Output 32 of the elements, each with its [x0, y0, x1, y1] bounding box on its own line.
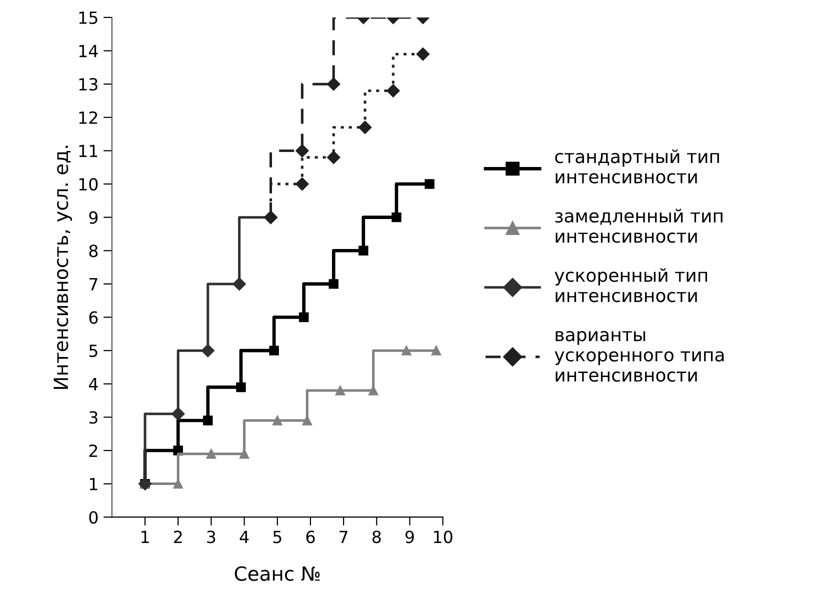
y-tick-label: 4	[88, 378, 98, 390]
x-tick-label: 8	[372, 530, 381, 544]
y-tick-label: 12	[79, 111, 98, 124]
legend-label: варианты ускоренного типа интенсивности	[554, 330, 724, 382]
x-tick-label: 6	[306, 530, 315, 544]
y-tick-label: 5	[89, 344, 98, 358]
legend-label: стандартный тип интенсивности	[555, 149, 719, 184]
y-tick-label: 6	[89, 311, 98, 324]
y-tick-label: 1	[90, 478, 98, 490]
y-tick-label: 2	[89, 444, 98, 457]
y-axis-title: Интенсивность, усл. ед.	[54, 146, 72, 389]
y-tick-label: 3	[89, 411, 98, 424]
x-tick-label: 7	[340, 530, 348, 543]
y-tick-label: 0	[89, 511, 98, 524]
x-tick-label: 2	[174, 530, 182, 543]
legend-label: замедленный тип интенсивности	[555, 208, 722, 243]
x-tick-label: 9	[405, 530, 414, 544]
x-axis-title: Сеанс №	[234, 566, 320, 581]
y-tick-label: 11	[79, 144, 98, 158]
x-tick-label: 4	[240, 530, 249, 543]
y-tick-label: 7	[90, 278, 98, 290]
y-tick-label: 10	[79, 178, 98, 191]
x-tick-label: 5	[273, 530, 282, 544]
y-tick-label: 13	[79, 78, 98, 91]
y-tick-label: 15	[79, 12, 98, 24]
x-tick-label: 1	[142, 530, 149, 543]
y-tick-label: 14	[79, 44, 98, 58]
y-tick-label: 8	[89, 244, 98, 258]
legend-label: ускоренный тип интенсивности	[554, 268, 708, 302]
x-tick-label: 3	[207, 530, 216, 544]
x-tick-label: 10	[434, 530, 452, 544]
y-tick-label: 9	[89, 211, 98, 224]
